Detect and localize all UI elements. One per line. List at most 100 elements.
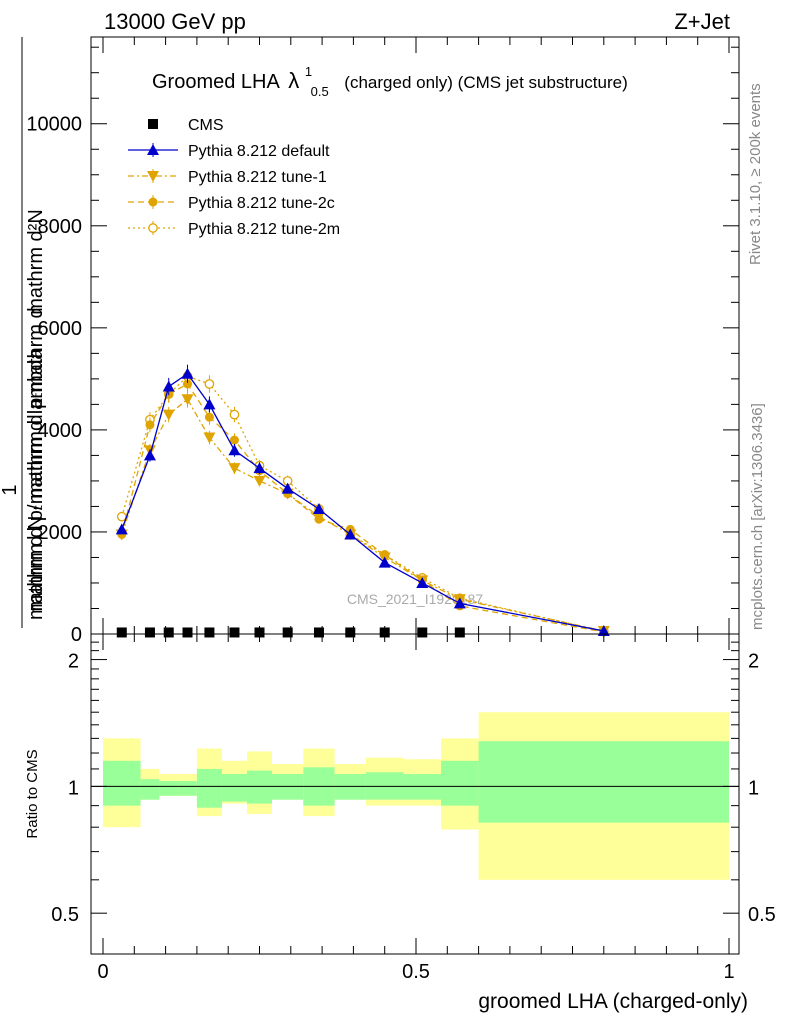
legend-marker bbox=[148, 223, 158, 233]
ratio-inner-band bbox=[441, 760, 479, 806]
series-line bbox=[121, 372, 604, 632]
data-point bbox=[454, 627, 465, 638]
main-y-tick-label: 4000 bbox=[38, 420, 83, 442]
data-point bbox=[145, 420, 155, 430]
header-energy: 13000 GeV pp bbox=[104, 9, 246, 34]
series-layer bbox=[115, 364, 610, 638]
ratio-x-tick-label: 0.5 bbox=[402, 961, 430, 983]
data-point bbox=[312, 502, 325, 514]
ratio-inner-band bbox=[159, 780, 179, 796]
data-point bbox=[143, 449, 156, 461]
title-sup: 1 bbox=[305, 64, 312, 79]
ratio-panel: 0.5 0.5 1 1 2 2 0 0.5 1 Ratio to CMS groomed LH… bbox=[24, 633, 776, 1013]
data-point bbox=[182, 627, 193, 638]
ratio-x-tick-label: 1 bbox=[723, 961, 734, 983]
legend-marker bbox=[147, 144, 159, 155]
rivet-label: Rivet 3.1.10, ≥ 200k events bbox=[747, 83, 764, 265]
data-point bbox=[229, 435, 239, 445]
data-point bbox=[204, 379, 215, 389]
legend-marker bbox=[148, 119, 158, 129]
ratio-y-label: Ratio to CMS bbox=[24, 749, 41, 838]
data-point bbox=[597, 624, 610, 636]
x-axis-label: groomed LHA (charged-only) bbox=[478, 990, 748, 1013]
ratio-y-tick-label: 0.5 bbox=[51, 904, 79, 926]
analysis-watermark: CMS_2021_I1920187 bbox=[347, 591, 483, 607]
data-point bbox=[229, 409, 240, 420]
ratio-inner-band bbox=[140, 779, 160, 800]
data-point bbox=[453, 597, 466, 609]
ratio-inner-band bbox=[246, 770, 273, 804]
ratio-inner-band bbox=[221, 773, 247, 802]
title-symbol: λ bbox=[288, 68, 299, 93]
legend-marker bbox=[148, 197, 158, 207]
series-line bbox=[121, 398, 604, 632]
ratio-inner-band bbox=[478, 741, 729, 823]
ratio-inner-band bbox=[103, 760, 141, 806]
main-panel: 0 2000 4000 6000 8000 10000 Groomed LHA λ 1 0… bbox=[0, 36, 740, 646]
ratio-y-tick-label: 2 bbox=[68, 651, 79, 673]
data-point bbox=[344, 528, 357, 540]
data-point bbox=[229, 627, 240, 638]
data-point bbox=[282, 627, 293, 638]
data-point bbox=[379, 627, 390, 638]
header-process: Z+Jet bbox=[674, 9, 730, 34]
legend: CMS Pythia 8.212 default Pythia 8.212 tune… bbox=[128, 117, 340, 238]
legend-marker bbox=[147, 171, 159, 182]
data-point bbox=[228, 444, 241, 456]
chart-title: Groomed LHA λ 1 0.5 (charged only) (CMS … bbox=[152, 59, 628, 101]
ratio-y-tick-label-right: 1 bbox=[748, 777, 759, 799]
data-point bbox=[254, 627, 265, 638]
series-0 bbox=[116, 627, 465, 638]
data-point bbox=[116, 627, 127, 638]
legend-label: Pythia 8.212 default bbox=[188, 143, 330, 160]
ratio-y-tick-label-right: 0.5 bbox=[748, 904, 776, 926]
ratio-y-tick-label: 1 bbox=[68, 777, 79, 799]
main-y-axis: 0 2000 4000 6000 8000 10000 bbox=[26, 46, 739, 646]
data-point bbox=[116, 511, 127, 522]
data-point bbox=[162, 380, 175, 392]
ratio-inner-band bbox=[178, 780, 197, 796]
mcplots-label: mcplots.cern.ch [arXiv:1306.3436] bbox=[749, 403, 766, 630]
data-point bbox=[313, 627, 324, 638]
data-point bbox=[115, 523, 128, 535]
main-y-tick-label: 6000 bbox=[38, 318, 83, 340]
ratio-y-tick-label-right: 2 bbox=[748, 651, 759, 673]
data-point bbox=[281, 482, 294, 494]
title-rest: (charged only) (CMS jet substructure) bbox=[344, 73, 627, 92]
data-point bbox=[163, 627, 174, 638]
data-point bbox=[228, 463, 241, 475]
y-label-one: 1 bbox=[0, 484, 21, 495]
ratio-y-axis: 0.5 0.5 1 1 2 2 bbox=[51, 641, 776, 926]
ratio-inner-band bbox=[196, 768, 222, 808]
legend-label: Pythia 8.212 tune-2m bbox=[188, 221, 340, 238]
ratio-frame bbox=[90, 633, 740, 955]
ratio-bands bbox=[103, 712, 729, 880]
main-y-tick-label: 0 bbox=[71, 624, 82, 646]
data-point bbox=[204, 412, 214, 422]
data-point bbox=[203, 432, 216, 444]
data-point bbox=[203, 398, 216, 410]
data-point bbox=[181, 367, 194, 379]
data-point bbox=[312, 511, 325, 523]
y-label-top: mathrm d²N bbox=[25, 209, 47, 315]
legend-label: Pythia 8.212 tune-2c bbox=[188, 195, 335, 212]
main-y-tick-label: 10000 bbox=[26, 114, 82, 136]
data-point bbox=[378, 556, 391, 568]
legend-label: Pythia 8.212 tune-1 bbox=[188, 169, 327, 186]
y-label-bottom: mathrm d N / mathrm d pₜmathrm d bbox=[25, 307, 47, 620]
data-point bbox=[183, 379, 193, 389]
data-point bbox=[162, 409, 175, 421]
series-1 bbox=[115, 364, 610, 636]
data-point bbox=[253, 475, 266, 487]
data-point bbox=[144, 627, 155, 638]
data-point bbox=[345, 627, 356, 638]
data-point bbox=[253, 462, 266, 474]
main-y-tick-label: 2000 bbox=[38, 522, 83, 544]
ratio-x-axis: 0 0.5 1 bbox=[97, 634, 735, 983]
data-point bbox=[204, 627, 215, 638]
data-point bbox=[417, 627, 428, 638]
title-sub: 0.5 bbox=[311, 84, 329, 99]
main-y-tick-label: 8000 bbox=[38, 216, 83, 238]
data-point bbox=[181, 394, 194, 406]
